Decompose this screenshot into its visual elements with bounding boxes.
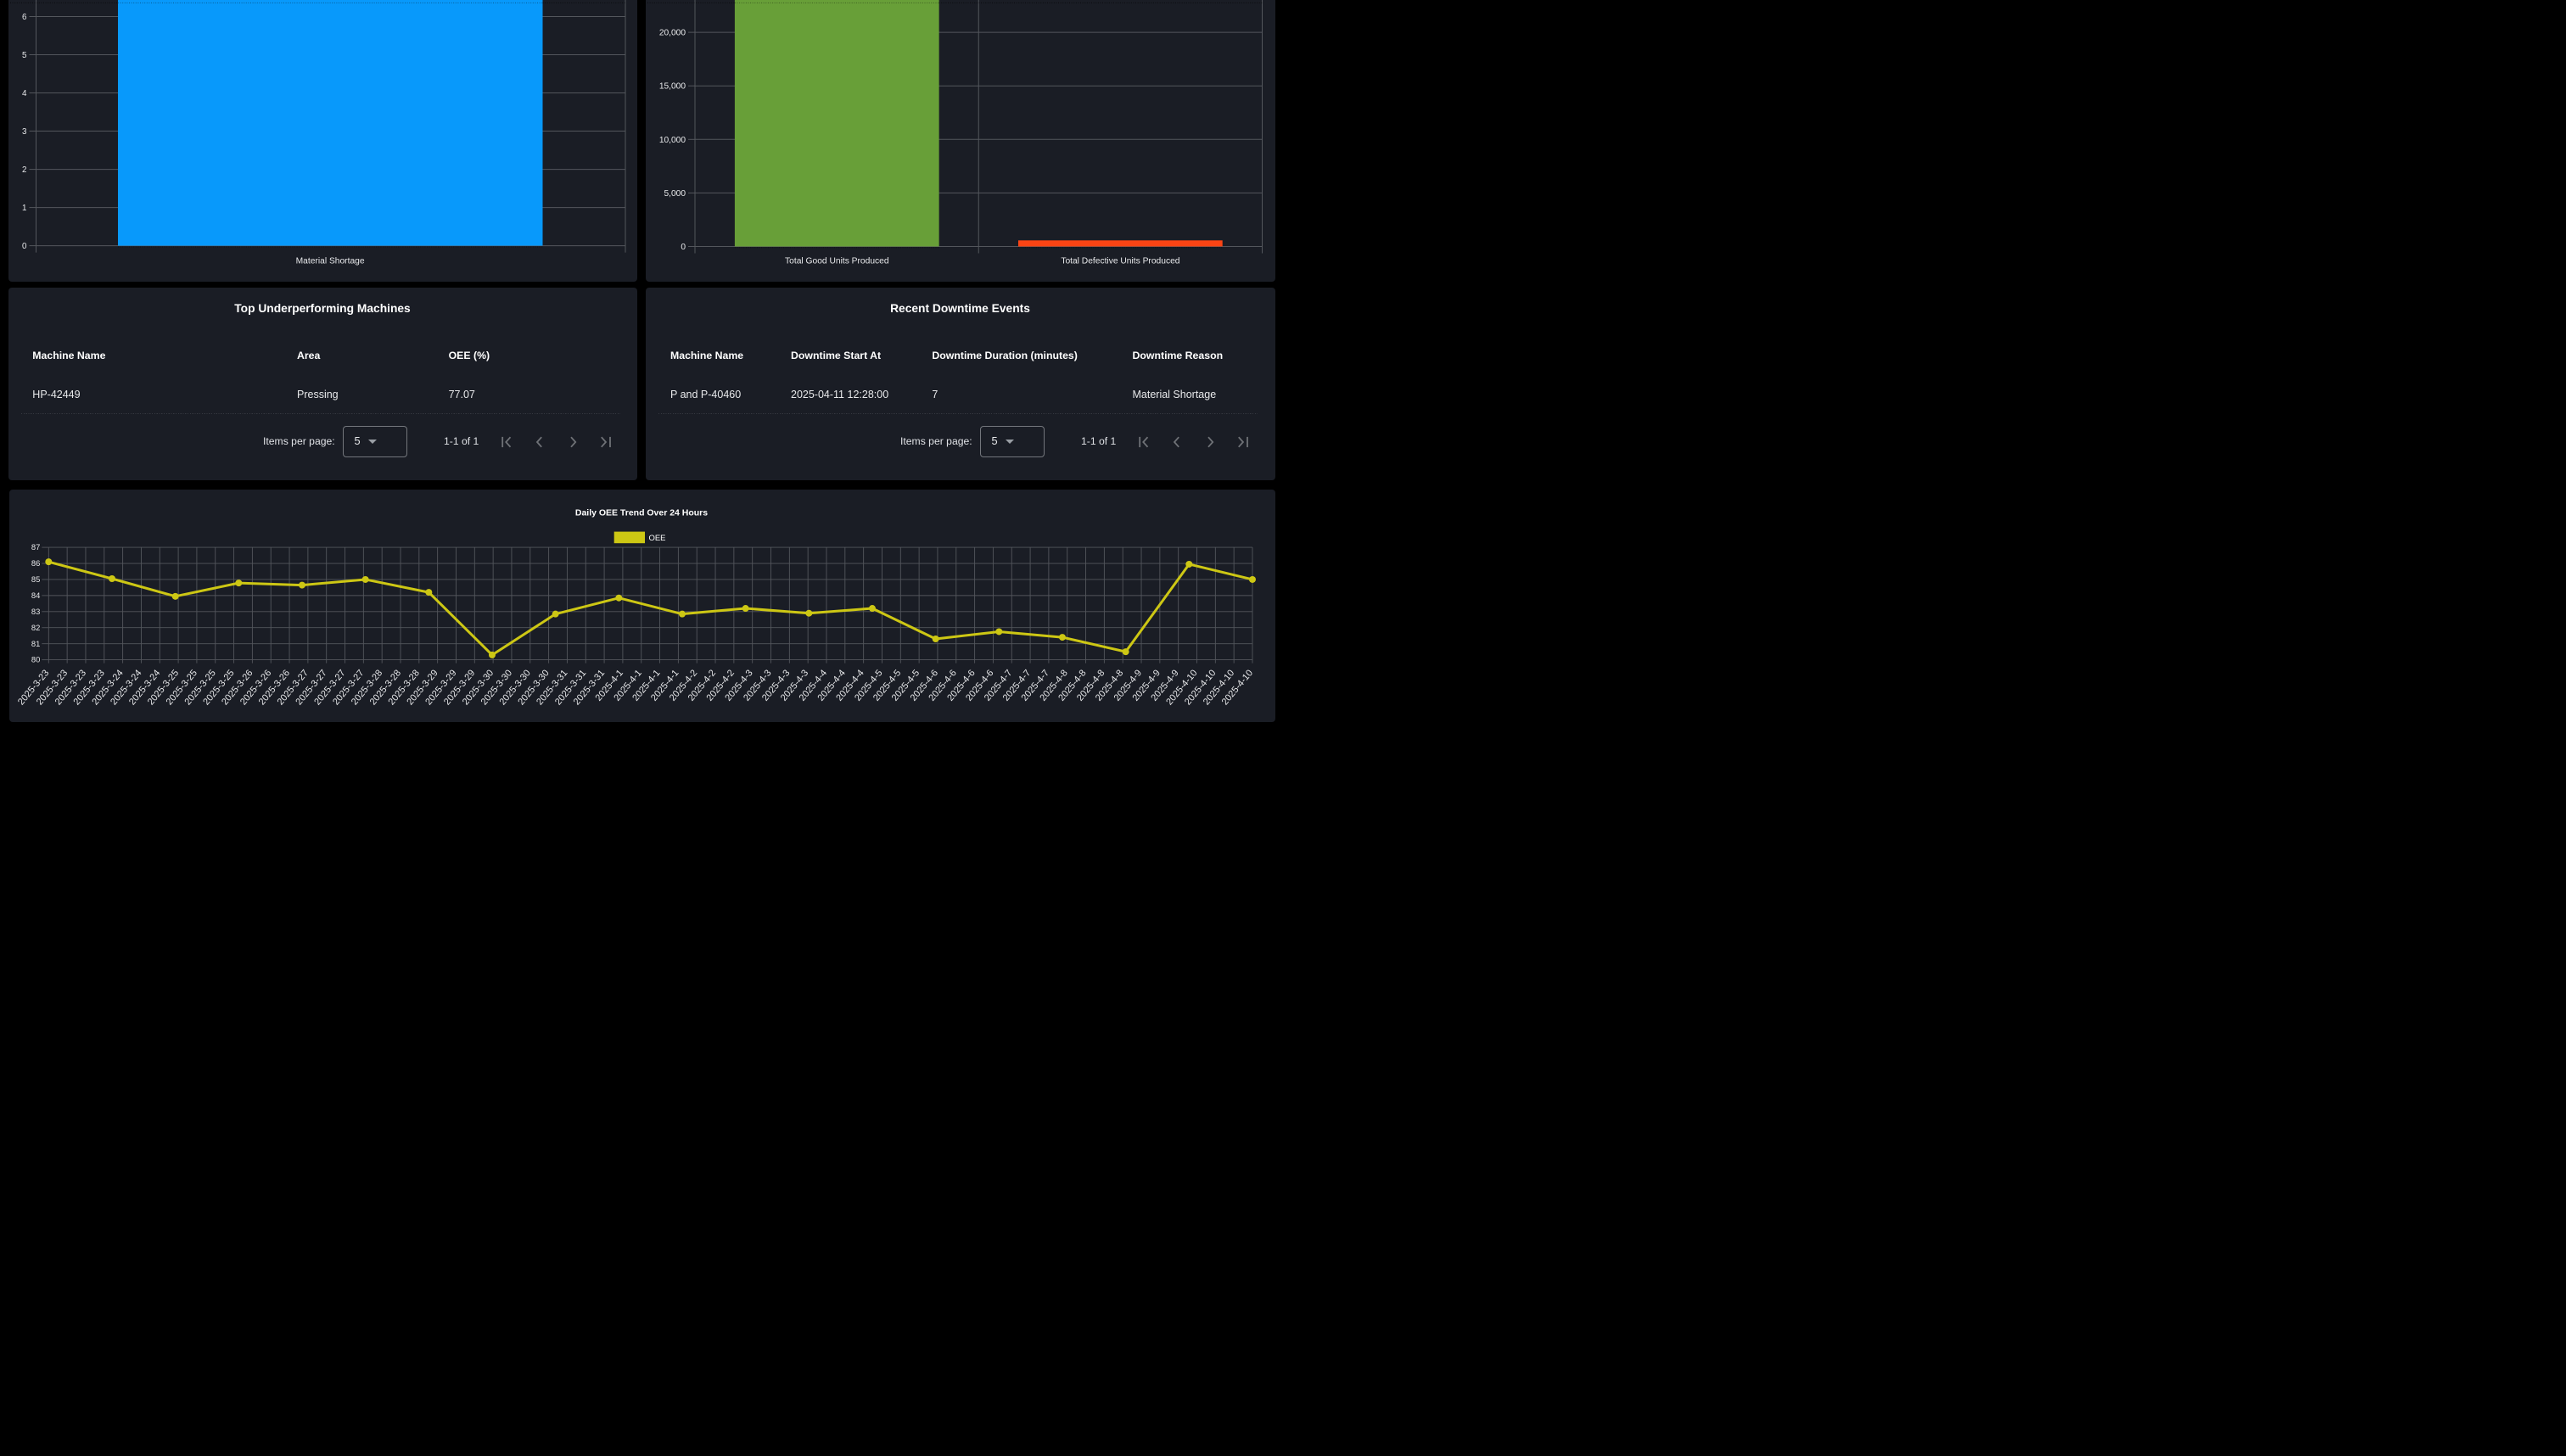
svg-text:80: 80: [31, 655, 40, 664]
svg-text:1: 1: [22, 204, 26, 213]
svg-text:OEE: OEE: [648, 534, 665, 543]
svg-text:6: 6: [22, 13, 27, 22]
svg-text:5: 5: [22, 51, 27, 60]
svg-text:84: 84: [31, 591, 40, 600]
svg-text:2: 2: [22, 165, 26, 175]
svg-text:85: 85: [31, 574, 40, 584]
svg-text:15,000: 15,000: [658, 82, 685, 92]
svg-text:3: 3: [22, 127, 27, 137]
svg-text:Material Shortage: Material Shortage: [295, 257, 364, 266]
svg-text:Total Defective Units Produced: Total Defective Units Produced: [1061, 257, 1179, 266]
svg-text:Daily OEE Trend Over 24 Hours: Daily OEE Trend Over 24 Hours: [575, 508, 708, 518]
svg-text:81: 81: [31, 639, 40, 648]
svg-text:83: 83: [31, 607, 40, 616]
svg-text:87: 87: [31, 542, 40, 552]
svg-text:0: 0: [681, 243, 686, 252]
svg-text:0: 0: [22, 242, 27, 251]
svg-text:20,000: 20,000: [658, 29, 685, 38]
svg-text:86: 86: [31, 558, 40, 568]
svg-text:4: 4: [22, 89, 27, 98]
svg-text:Total Good Units Produced: Total Good Units Produced: [785, 257, 889, 266]
svg-text:5,000: 5,000: [664, 189, 686, 199]
svg-text:82: 82: [31, 623, 40, 632]
svg-text:10,000: 10,000: [658, 136, 685, 145]
